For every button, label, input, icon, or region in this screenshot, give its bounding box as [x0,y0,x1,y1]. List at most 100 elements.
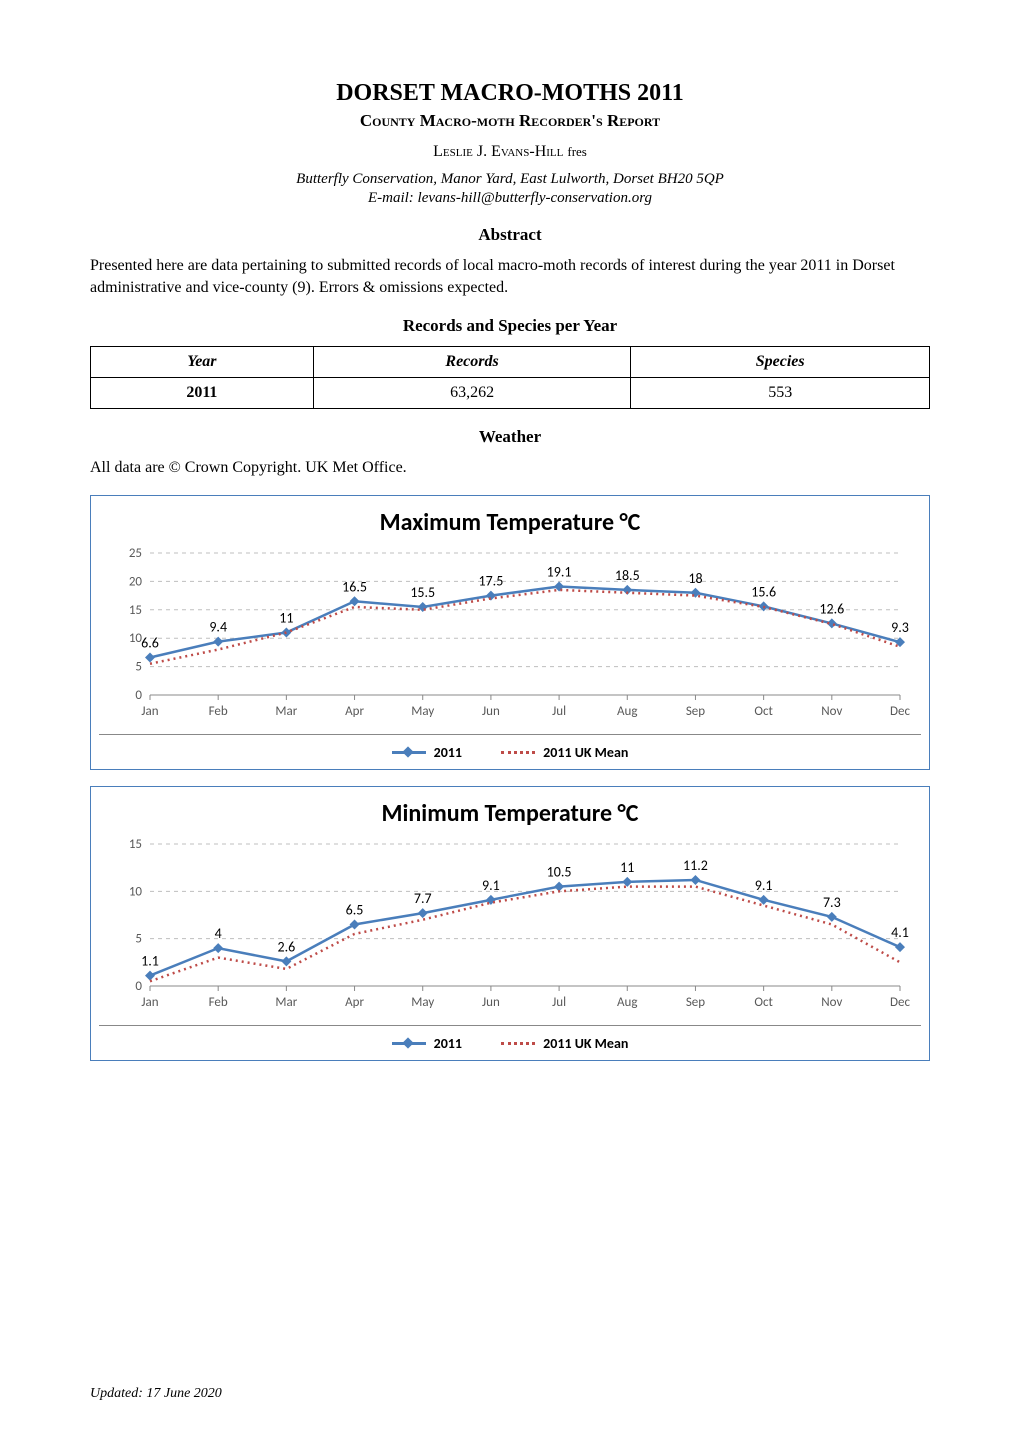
svg-text:15: 15 [129,837,142,852]
legend-text-ukmean: 2011 UK Mean [543,1035,628,1052]
author-line: Leslie J. Evans-Hill fres [90,143,930,161]
cell-species: 553 [631,378,930,409]
svg-text:May: May [411,995,434,1010]
svg-text:Jul: Jul [552,704,566,719]
svg-text:4.1: 4.1 [891,924,909,941]
svg-text:Aug: Aug [617,995,637,1010]
author-suffix: fres [567,144,587,159]
legend-item-2011: 2011 [392,1035,462,1052]
svg-text:Feb: Feb [209,995,228,1010]
legend-text-2011: 2011 [434,744,462,761]
svg-text:5: 5 [135,931,142,946]
svg-text:Nov: Nov [821,995,842,1010]
weather-intro: All data are © Crown Copyright. UK Met O… [90,457,930,479]
svg-text:10.5: 10.5 [547,863,572,880]
legend-item-ukmean: 2011 UK Mean [501,1035,628,1052]
svg-text:20: 20 [129,574,143,589]
svg-text:Dec: Dec [890,995,910,1010]
svg-text:Feb: Feb [209,704,228,719]
svg-text:Jun: Jun [482,995,500,1010]
weather-heading: Weather [90,427,930,447]
svg-text:6.5: 6.5 [346,901,364,918]
author-name: Leslie J. Evans-Hill [433,143,563,160]
legend-text-2011: 2011 [434,1035,462,1052]
svg-text:18: 18 [688,570,702,587]
legend-item-ukmean: 2011 UK Mean [501,744,628,761]
svg-text:Jan: Jan [141,995,158,1010]
abstract-text: Presented here are data pertaining to su… [90,255,930,298]
chart-max-svg: 0510152025JanFebMarAprMayJunJulAugSepOct… [99,543,921,723]
svg-text:15.6: 15.6 [751,583,776,600]
affiliation: Butterfly Conservation, Manor Yard, East… [90,171,930,188]
legend-swatch-dotted [501,751,535,754]
legend-swatch-solid [392,1042,426,1045]
records-heading: Records and Species per Year [90,316,930,336]
legend-swatch-solid [392,751,426,754]
records-col-records: Records [313,347,631,378]
svg-text:Nov: Nov [821,704,842,719]
svg-text:0: 0 [135,688,142,703]
records-table: Year Records Species 2011 63,262 553 [90,346,930,409]
chart-min-legend: 2011 2011 UK Mean [99,1025,921,1052]
svg-text:Aug: Aug [617,704,637,719]
svg-text:7.3: 7.3 [823,894,841,911]
chart-min-temp: Minimum Temperature °C 0 5 10 15 Jan Feb Mar Ap… [90,786,930,1061]
svg-text:5: 5 [135,659,142,674]
svg-text:0: 0 [135,979,142,994]
svg-text:7.7: 7.7 [414,890,432,907]
page-footer: Updated: 17 June 2020 [90,1386,222,1402]
email-line: E-mail: levans-hill@butterfly-conservati… [90,190,930,207]
svg-text:12.6: 12.6 [819,600,844,617]
svg-text:Dec: Dec [890,704,910,719]
svg-text:Jan: Jan [141,704,158,719]
page-subtitle: County Macro-moth Recorder's Report [90,111,930,131]
abstract-heading: Abstract [90,225,930,245]
svg-text:1.1: 1.1 [141,952,159,969]
records-col-species: Species [631,347,930,378]
cell-year: 2011 [91,378,314,409]
svg-text:11: 11 [620,859,634,876]
svg-text:9.1: 9.1 [755,877,773,894]
chart-min-plot: 0 5 10 15 Jan Feb Mar Apr May Jun Jul Aug Sep Oct Nov D… [99,834,921,1019]
svg-text:Sep: Sep [686,704,705,719]
svg-text:10: 10 [129,884,143,899]
chart-max-plot: 0510152025JanFebMarAprMayJunJulAugSepOct… [99,543,921,728]
svg-text:6.6: 6.6 [141,634,159,651]
svg-text:9.3: 9.3 [891,619,909,636]
svg-text:25: 25 [129,546,142,561]
svg-text:19.1: 19.1 [547,563,572,580]
svg-text:15: 15 [129,603,142,618]
svg-text:18.5: 18.5 [615,567,640,584]
svg-text:2.6: 2.6 [277,938,295,955]
svg-text:9.1: 9.1 [482,877,500,894]
svg-text:Mar: Mar [275,704,297,719]
svg-text:15.5: 15.5 [410,584,435,601]
table-row: 2011 63,262 553 [91,378,930,409]
svg-text:Apr: Apr [345,995,364,1010]
svg-text:Oct: Oct [754,995,773,1010]
cell-records: 63,262 [313,378,631,409]
svg-text:Oct: Oct [754,704,773,719]
svg-text:Mar: Mar [275,995,297,1010]
svg-text:May: May [411,704,434,719]
legend-text-ukmean: 2011 UK Mean [543,744,628,761]
svg-text:16.5: 16.5 [342,578,367,595]
svg-text:Jun: Jun [482,704,500,719]
chart-max-legend: 2011 2011 UK Mean [99,734,921,761]
svg-text:11.2: 11.2 [683,857,708,874]
chart-max-temp: Maximum Temperature °C 0510152025JanFebM… [90,495,930,770]
legend-item-2011: 2011 [392,744,462,761]
svg-text:Jul: Jul [552,995,566,1010]
legend-swatch-dotted [501,1042,535,1045]
records-col-year: Year [91,347,314,378]
page-title: DORSET MACRO-MOTHS 2011 [90,80,930,107]
svg-text:Sep: Sep [686,995,705,1010]
svg-text:11: 11 [279,609,293,626]
svg-text:9.4: 9.4 [209,618,227,635]
svg-text:Apr: Apr [345,704,364,719]
chart-min-title: Minimum Temperature °C [99,799,921,828]
svg-text:4: 4 [215,925,222,942]
chart-min-svg: 0 5 10 15 Jan Feb Mar Apr May Jun Jul Aug Sep Oct Nov D… [99,834,921,1014]
svg-text:17.5: 17.5 [478,572,503,589]
chart-max-title: Maximum Temperature °C [99,508,921,537]
